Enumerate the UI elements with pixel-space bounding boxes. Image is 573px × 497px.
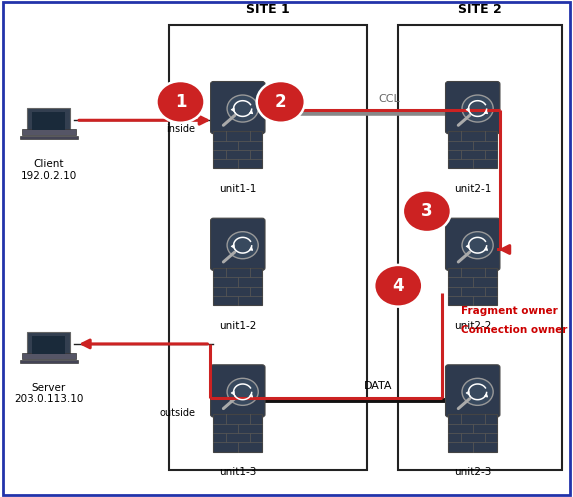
FancyBboxPatch shape (22, 353, 76, 359)
FancyBboxPatch shape (448, 131, 497, 168)
Circle shape (156, 81, 205, 123)
Text: unit2-2: unit2-2 (454, 321, 492, 331)
FancyBboxPatch shape (211, 365, 265, 417)
Circle shape (462, 378, 493, 406)
Text: DATA: DATA (364, 381, 393, 391)
FancyBboxPatch shape (28, 332, 70, 358)
FancyBboxPatch shape (19, 360, 78, 363)
FancyBboxPatch shape (448, 268, 497, 305)
Text: 4: 4 (393, 277, 404, 295)
FancyBboxPatch shape (213, 131, 262, 168)
Circle shape (227, 232, 258, 259)
Circle shape (227, 378, 258, 406)
FancyBboxPatch shape (213, 414, 262, 452)
Text: inside: inside (166, 124, 195, 134)
Text: unit2-1: unit2-1 (454, 184, 492, 194)
FancyBboxPatch shape (446, 365, 500, 417)
Text: unit1-1: unit1-1 (219, 184, 257, 194)
FancyBboxPatch shape (19, 136, 78, 139)
FancyBboxPatch shape (32, 336, 65, 354)
FancyBboxPatch shape (211, 218, 265, 270)
Circle shape (374, 265, 422, 307)
Text: Client
192.0.2.10: Client 192.0.2.10 (21, 159, 77, 180)
Text: 2: 2 (275, 93, 286, 111)
FancyBboxPatch shape (22, 129, 76, 135)
FancyBboxPatch shape (446, 82, 500, 134)
Text: 3: 3 (421, 202, 433, 220)
Text: outside: outside (160, 408, 195, 417)
FancyBboxPatch shape (211, 82, 265, 134)
Text: 1: 1 (175, 93, 186, 111)
FancyBboxPatch shape (213, 268, 262, 305)
FancyBboxPatch shape (28, 108, 70, 134)
Text: Fragment owner: Fragment owner (461, 306, 558, 316)
Text: Server
203.0.113.10: Server 203.0.113.10 (14, 383, 84, 404)
Circle shape (462, 95, 493, 122)
FancyBboxPatch shape (446, 218, 500, 270)
Circle shape (403, 190, 451, 232)
Text: SITE 2: SITE 2 (458, 3, 502, 16)
Text: unit1-2: unit1-2 (219, 321, 257, 331)
Text: unit1-3: unit1-3 (219, 467, 257, 477)
Text: CCL: CCL (379, 94, 401, 104)
Text: Connection owner: Connection owner (461, 325, 568, 334)
Circle shape (257, 81, 305, 123)
FancyBboxPatch shape (32, 112, 65, 130)
Text: SITE 1: SITE 1 (246, 3, 290, 16)
FancyBboxPatch shape (448, 414, 497, 452)
Circle shape (227, 95, 258, 122)
Text: unit2-3: unit2-3 (454, 467, 492, 477)
Circle shape (462, 232, 493, 259)
